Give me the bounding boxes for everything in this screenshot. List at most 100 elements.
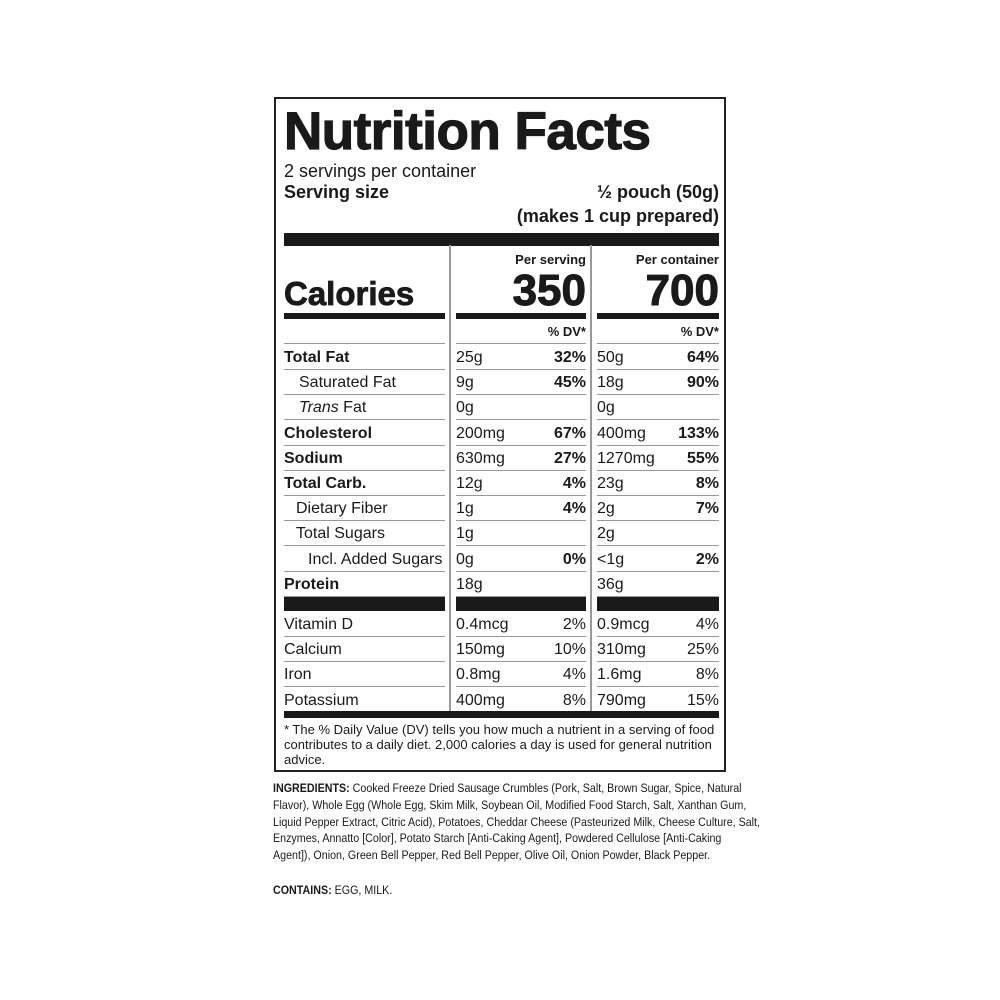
per-serving-cell: 18g bbox=[456, 572, 586, 597]
daily-value: 7% bbox=[695, 500, 719, 518]
divider bbox=[456, 313, 586, 319]
nutrient-row: Calcium 150mg 10% 310mg 25% bbox=[276, 637, 724, 663]
per-container-cell: 18g 90% bbox=[597, 370, 719, 396]
per-serving-cell: 0.8mg 4% bbox=[456, 662, 586, 688]
daily-value: 15% bbox=[686, 691, 719, 709]
amount: 36g bbox=[597, 575, 624, 593]
dv-header: % DV* bbox=[456, 319, 586, 344]
daily-value: 4% bbox=[695, 616, 719, 633]
nutrient-name: Cholesterol bbox=[284, 421, 445, 446]
nutrient-row: Cholesterol 200mg 67% 400mg 133% bbox=[276, 421, 724, 446]
amount: 0g bbox=[597, 399, 615, 417]
nutrient-name-text: Calcium bbox=[284, 641, 342, 659]
contains-text: EGG, MILK. bbox=[334, 883, 393, 897]
per-serving-cell: 0.4mcg 2% bbox=[456, 612, 586, 637]
amount: 1270mg bbox=[597, 449, 655, 467]
amount: 400mg bbox=[456, 691, 505, 709]
nutrient-name: Vitamin D bbox=[284, 612, 445, 637]
per-serving-cell: 630mg 27% bbox=[456, 446, 586, 471]
label-title: Nutrition Facts bbox=[283, 101, 651, 161]
amount: 18g bbox=[456, 575, 483, 593]
amount: 2g bbox=[597, 525, 615, 543]
daily-value: 10% bbox=[553, 641, 586, 659]
amount: 1g bbox=[456, 525, 474, 543]
per-serving-cell: 12g 4% bbox=[456, 471, 586, 496]
divider bbox=[597, 313, 719, 319]
daily-value: 4% bbox=[562, 500, 586, 518]
daily-value: 0% bbox=[562, 550, 586, 568]
nutrient-name-text: Dietary Fiber bbox=[296, 500, 388, 518]
nutrient-name-text: Total Sugars bbox=[296, 525, 385, 543]
daily-value: 8% bbox=[695, 666, 719, 684]
calories-label: Calories bbox=[284, 275, 415, 313]
nutrient-row: Trans Fat 0g 0g bbox=[276, 395, 724, 421]
per-container-cell: 1.6mg 8% bbox=[597, 662, 719, 688]
nutrient-name-text: Saturated Fat bbox=[299, 374, 396, 392]
daily-value: 8% bbox=[695, 475, 719, 492]
per-serving-cell: 0g 0% bbox=[456, 547, 586, 572]
per-container-cell: 0.9mcg 4% bbox=[597, 612, 719, 637]
column-divider bbox=[449, 245, 451, 718]
daily-value: 27% bbox=[553, 449, 586, 467]
daily-value: 32% bbox=[553, 349, 586, 366]
ingredients: INGREDIENTS: Cooked Freeze Dried Sausage… bbox=[273, 780, 760, 864]
serving-size-note: (makes 1 cup prepared) bbox=[516, 206, 719, 226]
amount: 310mg bbox=[597, 641, 646, 659]
amount: <1g bbox=[597, 550, 625, 568]
nutrient-name: Total Carb. bbox=[284, 471, 445, 496]
nutrient-name: Sodium bbox=[284, 446, 445, 471]
nutrient-row: Iron 0.8mg 4% 1.6mg 8% bbox=[276, 662, 724, 688]
per-container-cell: 23g 8% bbox=[597, 471, 719, 496]
blank-cell bbox=[284, 319, 445, 344]
per-container-cell: 1270mg 55% bbox=[597, 446, 719, 471]
nutrient-name-text: Cholesterol bbox=[284, 424, 373, 442]
nutrient-row: Total Carb. 12g 4% 23g 8% bbox=[276, 471, 724, 496]
nutrient-name-text: Total Fat bbox=[284, 349, 350, 366]
per-serving-cell: 150mg 10% bbox=[456, 637, 586, 663]
amount: 18g bbox=[597, 374, 624, 392]
amount: 630mg bbox=[456, 449, 505, 467]
amount: 200mg bbox=[456, 424, 505, 442]
nutrient-name: Dietary Fiber bbox=[284, 496, 445, 522]
divider bbox=[284, 313, 445, 319]
daily-value: 133% bbox=[678, 424, 719, 442]
serving-size: Serving size ½ pouch (50g) bbox=[284, 182, 719, 203]
amount: 1.6mg bbox=[597, 666, 642, 684]
nutrient-row: Incl. Added Sugars 0g 0% <1g 2% bbox=[276, 547, 724, 572]
per-serving-cell: 0g bbox=[456, 395, 586, 421]
amount: 0g bbox=[456, 399, 474, 417]
amount: 790mg bbox=[597, 691, 646, 709]
nutrition-facts-label: Nutrition Facts 2 servings per container… bbox=[274, 97, 726, 772]
nutrient-name-text: Vitamin D bbox=[284, 616, 354, 633]
daily-value: 8% bbox=[562, 691, 586, 709]
amount: 0.9mcg bbox=[597, 616, 650, 633]
per-container-cell: 2g bbox=[597, 521, 719, 547]
nutrient-name-text: Potassium bbox=[284, 691, 359, 709]
per-container-cell: 50g 64% bbox=[597, 345, 719, 370]
nutrient-name: Incl. Added Sugars bbox=[284, 547, 445, 572]
per-container-cell: 310mg 25% bbox=[597, 637, 719, 663]
nutrient-name: Total Fat bbox=[284, 345, 445, 370]
nutrient-name: Trans Fat bbox=[284, 395, 445, 421]
nutrient-row: Vitamin D 0.4mcg 2% 0.9mcg 4% bbox=[276, 612, 724, 637]
per-serving-cell: 25g 32% bbox=[456, 345, 586, 370]
nutrient-row: Protein 18g 36g bbox=[276, 572, 724, 597]
daily-value: 45% bbox=[553, 374, 586, 392]
calories-per-serving: 350 bbox=[512, 266, 586, 315]
per-serving-cell: 400mg 8% bbox=[456, 688, 586, 713]
per-serving-cell: 200mg 67% bbox=[456, 421, 586, 446]
dv-header: % DV* bbox=[597, 319, 719, 344]
per-container-cell: 0g bbox=[597, 395, 719, 421]
amount: 0g bbox=[456, 550, 474, 568]
nutrient-name-text: Protein bbox=[284, 575, 340, 593]
ingredients-label: INGREDIENTS: bbox=[273, 781, 350, 795]
nutrient-name: Potassium bbox=[284, 688, 445, 713]
per-serving-label: Per serving bbox=[515, 252, 586, 267]
amount: 12g bbox=[456, 475, 483, 492]
daily-value: 90% bbox=[686, 374, 719, 392]
daily-value: 64% bbox=[686, 349, 719, 366]
daily-value: 67% bbox=[553, 424, 586, 442]
daily-value: 4% bbox=[562, 475, 586, 492]
nutrient-name: Protein bbox=[284, 572, 445, 597]
amount: 9g bbox=[456, 374, 474, 392]
